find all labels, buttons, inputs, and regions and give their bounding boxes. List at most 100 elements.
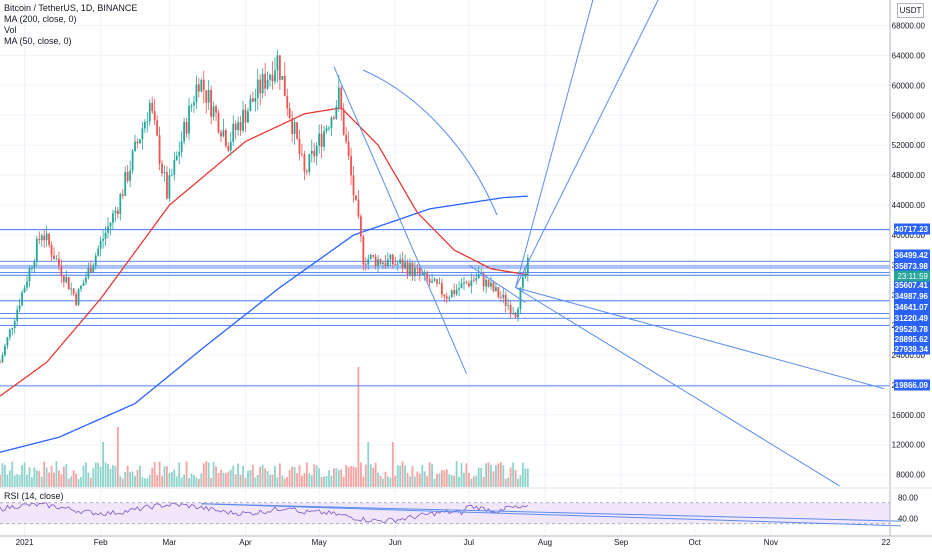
volume-bar: [65, 464, 68, 487]
y-tick-label: 16000.00: [892, 411, 926, 420]
candle-body: [502, 294, 505, 298]
volume-bar: [504, 478, 507, 487]
price-level-label: 35873.98: [895, 262, 929, 271]
volume-bar: [242, 465, 244, 487]
candle-body: [524, 274, 527, 277]
y-tick-label: 60000.00: [892, 81, 926, 90]
candle-body: [468, 283, 470, 287]
candle-body: [374, 256, 377, 267]
volume-bar: [45, 467, 48, 487]
candle-body: [372, 255, 375, 257]
candle-body: [188, 105, 190, 134]
candle-body: [173, 159, 176, 175]
volume-bar: [215, 466, 217, 487]
volume-bar: [524, 468, 527, 487]
volume-bar: [178, 462, 181, 487]
candle-body: [97, 248, 100, 256]
volume-bar: [357, 367, 360, 487]
rsi-legend[interactable]: RSI (14, close): [4, 491, 64, 501]
volume-bar: [303, 472, 306, 487]
volume-bar: [355, 467, 357, 487]
volume-bar: [16, 473, 19, 487]
ma50-legend[interactable]: MA (50, close, 0): [4, 36, 72, 46]
volume-bar: [421, 464, 424, 487]
y-tick-label: 40000.00: [892, 231, 926, 240]
candle-body: [141, 128, 144, 140]
candle-body: [401, 259, 404, 269]
candle-body: [148, 103, 151, 122]
volume-bar: [310, 475, 313, 487]
candle-body: [490, 282, 492, 287]
volume-bar: [509, 467, 512, 487]
candle-body: [229, 141, 232, 151]
y-tick-label: 8000.00: [896, 471, 925, 480]
volume-bar: [197, 478, 200, 487]
candle-body: [269, 74, 271, 80]
volume-bar: [364, 464, 367, 487]
candle-body: [178, 152, 181, 156]
trendline: [333, 66, 467, 374]
candle-body: [431, 280, 433, 283]
volume-bar: [453, 475, 456, 487]
volume-bar: [72, 470, 75, 487]
ma200-legend[interactable]: MA (200, close, 0): [4, 14, 77, 24]
volume-legend[interactable]: Vol: [4, 25, 17, 35]
x-tick-label: Sep: [614, 538, 629, 547]
y-tick-label: 12000.00: [892, 441, 926, 450]
candle-body: [195, 84, 198, 103]
volume-bar: [308, 473, 311, 487]
candle-body: [291, 118, 294, 135]
candle-body: [288, 108, 291, 119]
candle-body: [296, 122, 298, 139]
price-level-label: 29529.78: [895, 325, 929, 334]
volume-bar: [293, 467, 296, 487]
candle-body: [232, 123, 235, 142]
candle-body: [202, 79, 205, 91]
candle-body: [239, 122, 242, 131]
volume-bar: [487, 462, 490, 487]
candle-body: [50, 244, 53, 256]
price-level-label-bg: [894, 260, 930, 272]
candle-body: [85, 277, 87, 283]
y-tick-label: 44000.00: [892, 201, 926, 210]
countdown-label: 23:11:59: [897, 272, 928, 281]
volume-bar: [35, 470, 38, 487]
volume-bar: [399, 465, 402, 487]
price-level-label-bg: [894, 323, 930, 335]
volume-bar: [131, 471, 134, 487]
volume-bar: [80, 477, 82, 487]
volume-bar: [220, 469, 222, 487]
candle-body: [369, 255, 372, 259]
candle-body: [242, 109, 244, 131]
volume-bar: [8, 470, 11, 487]
candle-body: [409, 262, 411, 275]
candle-body: [119, 194, 122, 214]
candle-body: [112, 213, 114, 223]
candle-body: [48, 233, 50, 245]
candle-body: [94, 255, 97, 266]
candle-body: [303, 154, 306, 172]
x-tick-label: Jul: [464, 538, 474, 547]
candle-body: [411, 262, 414, 277]
candle-body: [364, 264, 367, 266]
volume-bar: [332, 468, 335, 487]
volume-bar: [519, 475, 522, 487]
candle-body: [396, 263, 399, 265]
candle-body: [328, 127, 330, 129]
candle-body: [244, 109, 247, 123]
volume-bar: [92, 468, 95, 487]
candle-body: [428, 279, 431, 283]
candle-body: [161, 163, 163, 174]
countdown-bg: [894, 270, 930, 282]
volume-bar: [99, 466, 102, 487]
volume-bar: [382, 478, 384, 487]
currency-badge[interactable]: USDT: [897, 3, 924, 18]
candle-body: [519, 287, 522, 310]
volume-bar: [377, 472, 379, 487]
candle-body: [21, 292, 23, 306]
candle-body: [313, 150, 316, 157]
candle-body: [146, 121, 149, 123]
symbol-title[interactable]: Bitcoin / TetherUS, 1D, BINANCE: [4, 3, 138, 13]
